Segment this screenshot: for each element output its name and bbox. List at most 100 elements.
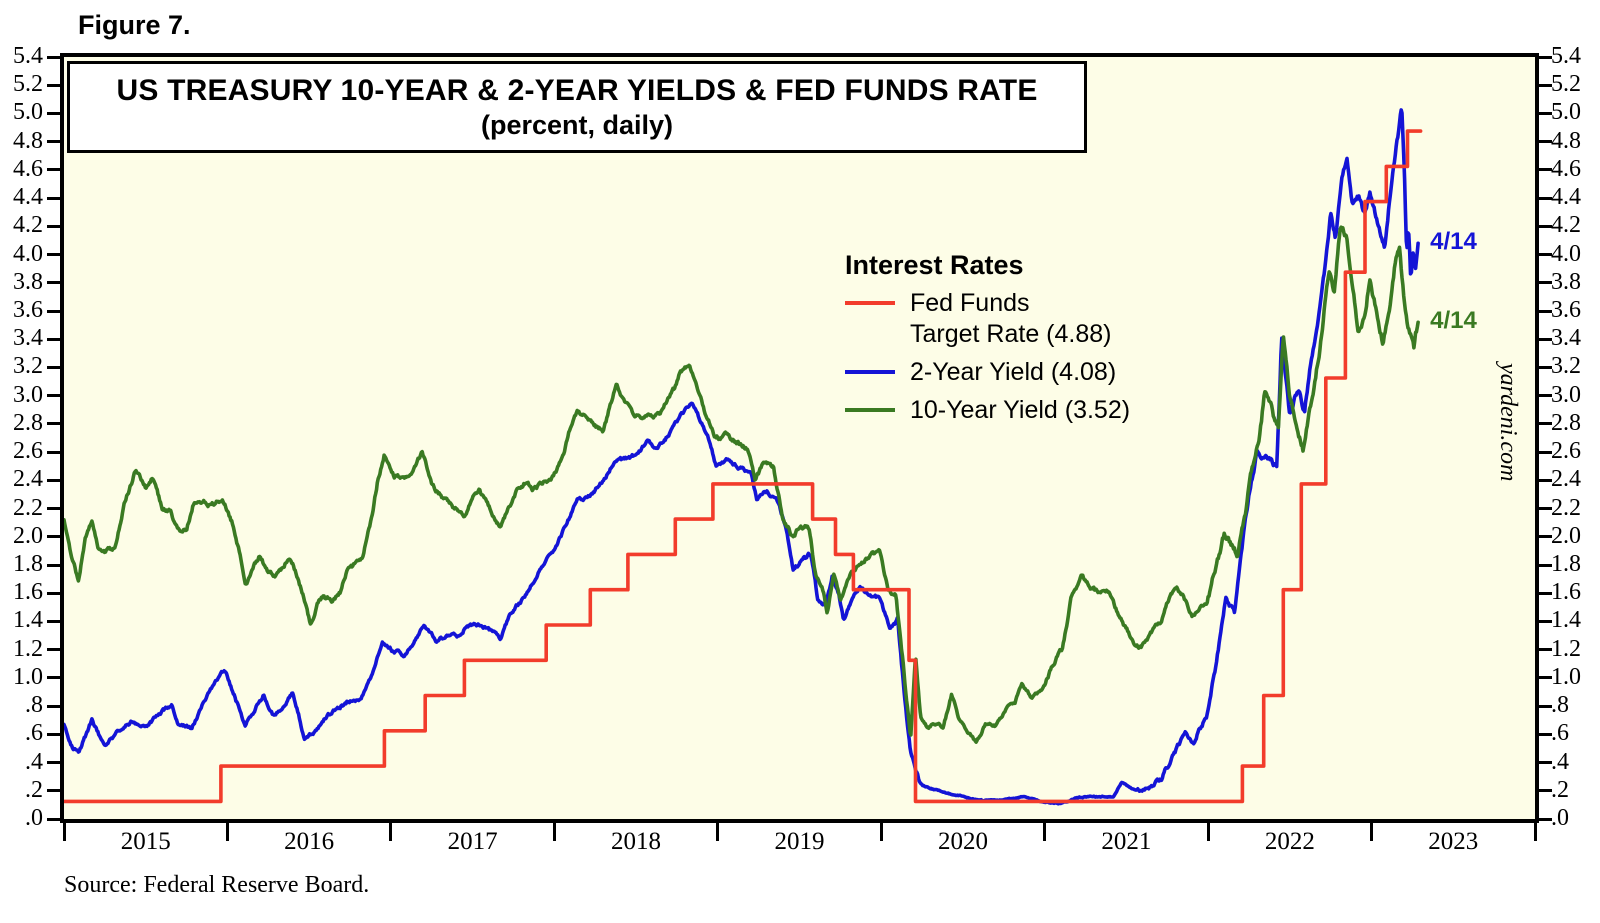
y-axis-tick-right	[1539, 196, 1552, 200]
y-axis-tick-right	[1539, 253, 1552, 257]
y-axis-tick-left	[47, 648, 60, 652]
y-axis-tick-left	[47, 563, 60, 567]
y-axis-tick-left	[47, 478, 60, 482]
chart-title: US TREASURY 10-YEAR & 2-YEAR YIELDS & FE…	[116, 74, 1038, 107]
y-axis-tick-right	[1539, 648, 1552, 652]
y-axis-tick-right	[1539, 732, 1552, 736]
chart-title-box: US TREASURY 10-YEAR & 2-YEAR YIELDS & FE…	[67, 61, 1087, 153]
y-axis-tick-left	[47, 111, 60, 115]
two-year-date-annotation: 4/14	[1430, 228, 1477, 256]
y-axis-label-right: 5.2	[1551, 71, 1581, 98]
y-axis-tick-right	[1539, 281, 1552, 285]
y-axis-tick-left	[47, 55, 60, 59]
y-axis-tick-right	[1539, 478, 1552, 482]
watermark: yardeni.com	[1495, 363, 1521, 482]
y-axis-tick-right	[1539, 535, 1552, 539]
y-axis-tick-right	[1539, 394, 1552, 398]
chart-frame	[60, 53, 1539, 823]
y-axis-label-right: 1.0	[1551, 663, 1581, 690]
y-axis-label-right: 4.2	[1551, 212, 1581, 239]
y-axis-tick-left	[47, 676, 60, 680]
y-axis-label-left: 3.4	[13, 325, 43, 352]
y-axis-label-right: 3.2	[1551, 353, 1581, 380]
y-axis-tick-right	[1539, 619, 1552, 623]
y-axis-tick-left	[47, 450, 60, 454]
y-axis-tick-left	[47, 168, 60, 172]
y-axis-tick-right	[1539, 224, 1552, 228]
x-axis-tick	[879, 823, 883, 841]
x-axis-year-label: 2022	[1264, 828, 1315, 855]
y-axis-tick-left	[47, 704, 60, 708]
y-axis-tick-right	[1539, 337, 1552, 341]
legend-label-line: 2-Year Yield (4.08)	[910, 358, 1117, 386]
y-axis-tick-right	[1539, 168, 1552, 172]
legend-label-line: Target Rate (4.88)	[910, 320, 1112, 348]
y-axis-label-left: 4.4	[13, 184, 43, 211]
y-axis-label-right: 1.6	[1551, 579, 1581, 606]
y-axis-label-right: 3.6	[1551, 297, 1581, 323]
y-axis-label-left: .6	[25, 720, 43, 747]
legend-item-two-year: 2-Year Yield (4.08)	[845, 357, 1130, 388]
y-axis-tick-right	[1539, 111, 1552, 115]
y-axis-tick-left	[47, 761, 60, 765]
y-axis-tick-left	[47, 140, 60, 144]
y-axis-tick-left	[47, 591, 60, 595]
y-axis-label-right: 2.0	[1551, 522, 1581, 549]
y-axis-label-left: 2.4	[13, 466, 43, 493]
source-note: Source: Federal Reserve Board.	[64, 872, 370, 898]
ten-year-date-annotation: 4/14	[1430, 307, 1477, 335]
y-axis-tick-right	[1539, 817, 1552, 821]
y-axis-label-right: .4	[1551, 748, 1569, 775]
y-axis-label-right: 4.0	[1551, 240, 1581, 267]
y-axis-tick-right	[1539, 450, 1552, 454]
fed-funds-line-swatch	[845, 301, 895, 305]
y-axis-label-right: 3.4	[1551, 325, 1581, 352]
x-axis-tick	[62, 823, 66, 841]
chart-subtitle: (percent, daily)	[480, 110, 674, 140]
y-axis-label-left: 2.2	[13, 494, 43, 521]
y-axis-label-right: 3.8	[1551, 268, 1581, 295]
y-axis-tick-left	[47, 83, 60, 87]
y-axis-label-right: 1.8	[1551, 551, 1581, 577]
legend-label-ten-year: 10-Year Yield (3.52)	[910, 395, 1130, 426]
x-axis-year-label: 2015	[120, 828, 171, 855]
y-axis-label-left: 2.0	[13, 522, 43, 549]
y-axis-tick-left	[47, 309, 60, 313]
x-axis-tick	[552, 823, 556, 841]
x-axis-year-label: 2020	[937, 828, 988, 855]
y-axis-label-right: .8	[1551, 692, 1569, 719]
y-axis-tick-left	[47, 253, 60, 257]
y-axis-label-left: 4.6	[13, 155, 43, 182]
y-axis-tick-left	[47, 394, 60, 398]
figure-label: Figure 7.	[78, 10, 191, 40]
y-axis-label-right: .6	[1551, 720, 1569, 747]
y-axis-tick-right	[1539, 309, 1552, 313]
x-axis-tick	[1206, 823, 1210, 841]
legend-item-ten-year: 10-Year Yield (3.52)	[845, 395, 1130, 426]
y-axis-label-left: .4	[25, 748, 43, 775]
x-axis-year-label: 2016	[284, 828, 335, 855]
x-axis-tick	[1043, 823, 1047, 841]
y-axis-tick-left	[47, 507, 60, 511]
y-axis-tick-right	[1539, 140, 1552, 144]
y-axis-tick-right	[1539, 789, 1552, 793]
x-axis-tick	[389, 823, 393, 841]
legend: Interest Rates Fed Funds Target Rate (4.…	[845, 250, 1130, 426]
y-axis-label-left: 4.0	[13, 240, 43, 267]
y-axis-tick-right	[1539, 563, 1552, 567]
x-axis-tick	[1533, 823, 1537, 841]
y-axis-label-left: 1.6	[13, 579, 43, 606]
y-axis-label-left: 4.2	[13, 212, 43, 239]
two-year-series-line	[64, 108, 1420, 806]
y-axis-tick-left	[47, 224, 60, 228]
x-axis-tick	[225, 823, 229, 841]
y-axis-tick-left	[47, 281, 60, 285]
y-axis-label-left: 1.0	[13, 663, 43, 690]
y-axis-label-left: .0	[25, 805, 43, 831]
y-axis-label-left: 2.6	[13, 438, 43, 465]
y-axis-label-left: 1.8	[13, 551, 43, 577]
y-axis-tick-left	[47, 535, 60, 539]
y-axis-label-right: 2.2	[1551, 494, 1581, 521]
y-axis-label-left: 3.0	[13, 381, 43, 408]
